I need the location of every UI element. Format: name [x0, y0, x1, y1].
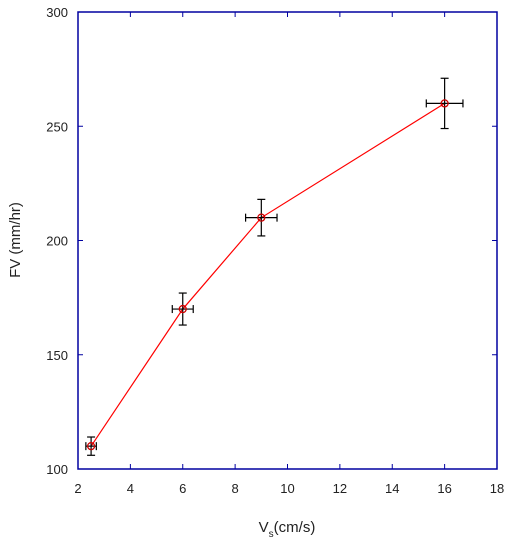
- x-tick-labels: 2 4 6 8 10 12 14 16 18: [74, 481, 504, 496]
- data-point: [425, 77, 464, 130]
- data-marker: [257, 213, 266, 222]
- x-axis-title-subscript: s: [269, 529, 274, 540]
- y-tick-label: 200: [46, 234, 68, 249]
- x-tick-label: 10: [280, 481, 294, 496]
- data-marker: [86, 441, 96, 451]
- y-tick-label: 300: [46, 5, 68, 20]
- x-axis-title: Vs(cm/s): [259, 519, 316, 540]
- data-point: [245, 198, 278, 237]
- x-tick-label: 4: [127, 481, 134, 496]
- x-tick-label: 14: [385, 481, 399, 496]
- data-marker: [178, 304, 187, 314]
- tick-marks: [77, 11, 498, 470]
- data-series: [85, 77, 464, 456]
- x-axis-title-main: V: [259, 519, 269, 536]
- x-tick-label: 18: [490, 481, 504, 496]
- plot-frame: [77, 11, 498, 470]
- data-point: [171, 292, 194, 326]
- y-axis-title: FV (mm/hr): [7, 202, 24, 278]
- y-tick-labels: 100 150 200 250 300: [46, 5, 68, 477]
- x-tick-label: 16: [437, 481, 451, 496]
- x-tick-label: 2: [74, 481, 81, 496]
- y-tick-label: 100: [46, 462, 68, 477]
- x-tick-label: 6: [179, 481, 186, 496]
- y-tick-label: 150: [46, 348, 68, 363]
- data-point: [85, 436, 97, 456]
- y-tick-label: 250: [46, 119, 68, 134]
- x-tick-label: 8: [232, 481, 239, 496]
- data-marker: [440, 99, 449, 108]
- x-axis-title-units: (cm/s): [274, 519, 316, 536]
- x-tick-label: 12: [333, 481, 347, 496]
- series-line: [90, 102, 445, 447]
